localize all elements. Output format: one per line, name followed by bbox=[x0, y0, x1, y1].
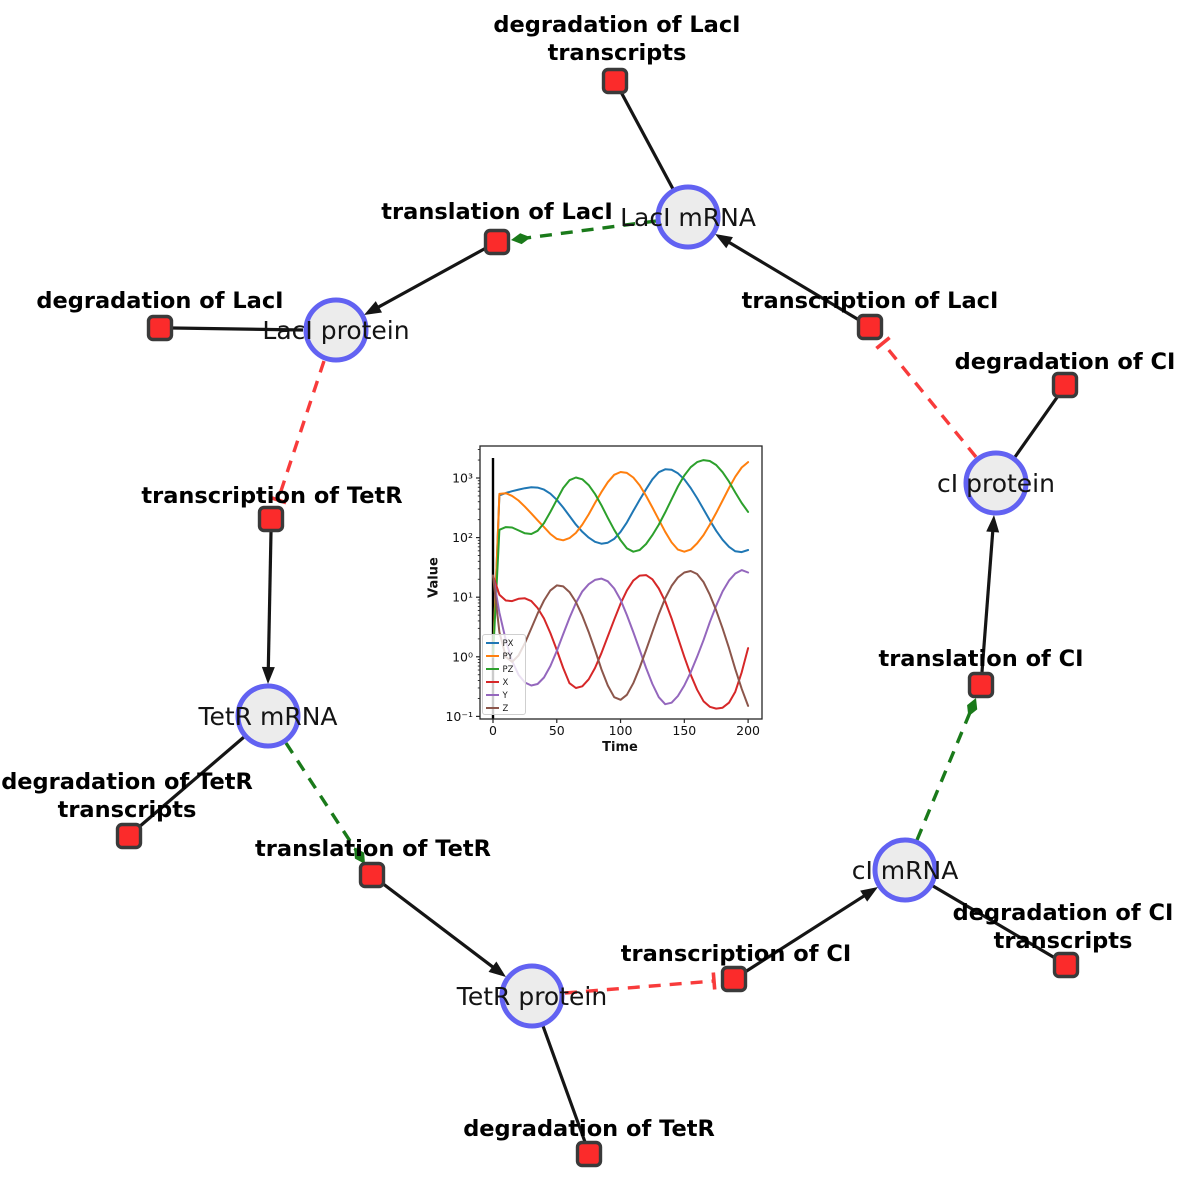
reaction-label-deg-ci-transcripts: transcripts bbox=[994, 928, 1133, 954]
tee-inhibition-icon bbox=[711, 972, 717, 990]
series-Z bbox=[492, 570, 750, 707]
legend-label-PX: PX bbox=[503, 639, 514, 649]
species-label-ci-protein: cI protein bbox=[937, 469, 1055, 498]
edge-translation-tetr-to-tetr-protein bbox=[381, 881, 506, 977]
reaction-node-transcription-laci[interactable] bbox=[856, 313, 884, 341]
diamond-arrowhead-icon bbox=[967, 698, 978, 717]
diamond-arrowhead-icon bbox=[511, 233, 531, 245]
series-X bbox=[492, 574, 750, 710]
time-series-inset-chart: 0 50 100 150 200 10³ 10² 10¹ 10⁰ 10⁻¹ PX PY PZ X Y Z bbox=[428, 437, 768, 765]
edge-ci-mrna-activates-translation bbox=[915, 698, 978, 841]
series-PX bbox=[492, 468, 750, 658]
edge-tetr-mrna-to-deg-transcripts bbox=[137, 735, 246, 829]
edge-transcription-ci-to-ci-mrna bbox=[744, 887, 878, 974]
y-tick-label: 10¹ bbox=[452, 590, 473, 605]
edge-laci-protein-to-deg-laci bbox=[172, 326, 304, 332]
x-tick-label: 200 bbox=[736, 723, 760, 738]
x-tick-label: 150 bbox=[672, 723, 696, 738]
reaction-label-transcription-tetr: transcription of TetR bbox=[141, 483, 402, 509]
reaction-label-translation-laci: translation of LacI bbox=[381, 199, 612, 225]
edge-tetr-protein-inhibits-ci bbox=[564, 972, 717, 995]
species-label-tetr-mrna: TetR mRNA bbox=[197, 702, 337, 731]
time-series-plot: 0 50 100 150 200 10³ 10² 10¹ 10⁰ 10⁻¹ PX PY PZ XYZ bbox=[445, 445, 763, 738]
reaction-node-translation-laci[interactable] bbox=[483, 228, 511, 256]
species-node-ci-protein[interactable] bbox=[963, 450, 1029, 516]
edge-ci-mrna-to-deg-transcripts bbox=[932, 884, 1056, 960]
tee-inhibition-icon bbox=[269, 495, 287, 505]
species-node-laci-mrna[interactable] bbox=[655, 184, 721, 250]
tee-inhibition-icon bbox=[875, 336, 891, 350]
reaction-label-deg-tetr-transcripts: degradation of TetR bbox=[1, 769, 253, 795]
species-node-tetr-protein[interactable] bbox=[499, 963, 565, 1029]
legend-label-Y: Y bbox=[502, 691, 509, 701]
legend-label-PY: PY bbox=[503, 652, 514, 662]
x-tick-label: 0 bbox=[489, 723, 497, 738]
species-label-ci-mrna: cI mRNA bbox=[852, 856, 959, 885]
reaction-label-deg-laci-transcripts: transcripts bbox=[548, 40, 687, 66]
legend-label-PZ: PZ bbox=[503, 665, 514, 675]
reaction-label-translation-tetr: translation of TetR bbox=[255, 836, 491, 862]
species-node-laci-protein[interactable] bbox=[303, 297, 369, 363]
edge-laci-protein-inhibits-tetr bbox=[269, 360, 326, 505]
y-tick-label: 10⁰ bbox=[452, 649, 473, 664]
y-tick-label: 10² bbox=[452, 530, 473, 545]
reaction-node-deg-laci[interactable] bbox=[146, 314, 174, 342]
species-label-tetr-protein: TetR protein bbox=[456, 982, 607, 1011]
reaction-node-deg-laci-transcripts[interactable] bbox=[601, 67, 629, 95]
reaction-node-translation-tetr[interactable] bbox=[358, 861, 386, 889]
reaction-label-deg-tetr-transcripts: transcripts bbox=[58, 797, 197, 823]
series-PZ bbox=[492, 459, 750, 658]
reaction-label-transcription-ci: transcription of CI bbox=[621, 941, 851, 967]
reaction-node-transcription-tetr[interactable] bbox=[257, 505, 285, 533]
arrowhead-icon bbox=[986, 515, 1000, 533]
edge-tetr-mrna-activates-translation bbox=[284, 742, 365, 864]
edge-transcription-tetr-to-tetr-mrna bbox=[261, 531, 275, 684]
arrowhead-icon bbox=[860, 887, 878, 902]
reaction-node-translation-ci[interactable] bbox=[967, 671, 995, 699]
x-tick-label: 100 bbox=[609, 723, 633, 738]
y-tick-label: 10⁻¹ bbox=[445, 709, 473, 724]
chart-legend: PX PY PZ XYZ bbox=[482, 634, 526, 715]
series-PY bbox=[492, 461, 750, 658]
edge-translation-ci-to-ci-protein bbox=[980, 515, 1000, 673]
x-tick-label: 50 bbox=[549, 723, 565, 738]
chart-x-axis-label: Time bbox=[602, 740, 638, 755]
edge-laci-mrna-activates-translation bbox=[511, 219, 657, 245]
edge-laci-mrna-to-deg-transcripts bbox=[619, 91, 675, 190]
edge-ci-protein-to-deg-ci bbox=[1013, 395, 1060, 458]
edge-ci-protein-inhibits-laci bbox=[875, 336, 978, 459]
reaction-node-deg-ci-transcripts[interactable] bbox=[1052, 951, 1080, 979]
legend-label-Z: Z bbox=[503, 704, 509, 714]
reaction-label-translation-ci: translation of CI bbox=[878, 646, 1083, 672]
reaction-node-deg-tetr-transcripts[interactable] bbox=[115, 822, 143, 850]
species-label-laci-protein: LacI protein bbox=[262, 316, 409, 345]
reaction-label-deg-ci-transcripts: degradation of CI bbox=[953, 900, 1174, 926]
arrowhead-icon bbox=[364, 301, 383, 315]
legend-label-X: X bbox=[503, 678, 509, 688]
arrowhead-icon bbox=[261, 666, 275, 684]
reaction-label-deg-ci: degradation of CI bbox=[955, 349, 1176, 375]
reaction-label-deg-tetr: degradation of TetR bbox=[463, 1116, 715, 1142]
series-Y bbox=[492, 569, 750, 706]
reaction-node-transcription-ci[interactable] bbox=[720, 965, 748, 993]
reaction-label-transcription-laci: transcription of LacI bbox=[742, 288, 999, 314]
species-node-tetr-mrna[interactable] bbox=[235, 683, 301, 749]
arrowhead-icon bbox=[715, 234, 733, 249]
y-tick-label: 10³ bbox=[452, 471, 473, 486]
reaction-label-deg-laci-transcripts: degradation of LacI bbox=[493, 12, 740, 38]
edge-translation-laci-to-laci-protein bbox=[364, 246, 487, 315]
edge-tetr-protein-to-deg-tetr bbox=[541, 1025, 587, 1143]
chart-y-axis-label: Value bbox=[426, 557, 442, 598]
species-label-laci-mrna: LacI mRNA bbox=[620, 203, 756, 232]
reaction-label-deg-laci: degradation of LacI bbox=[36, 288, 283, 314]
arrowhead-icon bbox=[488, 961, 506, 977]
reaction-node-deg-tetr[interactable] bbox=[575, 1140, 603, 1168]
species-node-ci-mrna[interactable] bbox=[872, 837, 938, 903]
reaction-node-deg-ci[interactable] bbox=[1051, 371, 1079, 399]
diamond-arrowhead-icon bbox=[354, 847, 365, 864]
edge-transcription-laci-to-laci-mrna bbox=[715, 234, 860, 322]
